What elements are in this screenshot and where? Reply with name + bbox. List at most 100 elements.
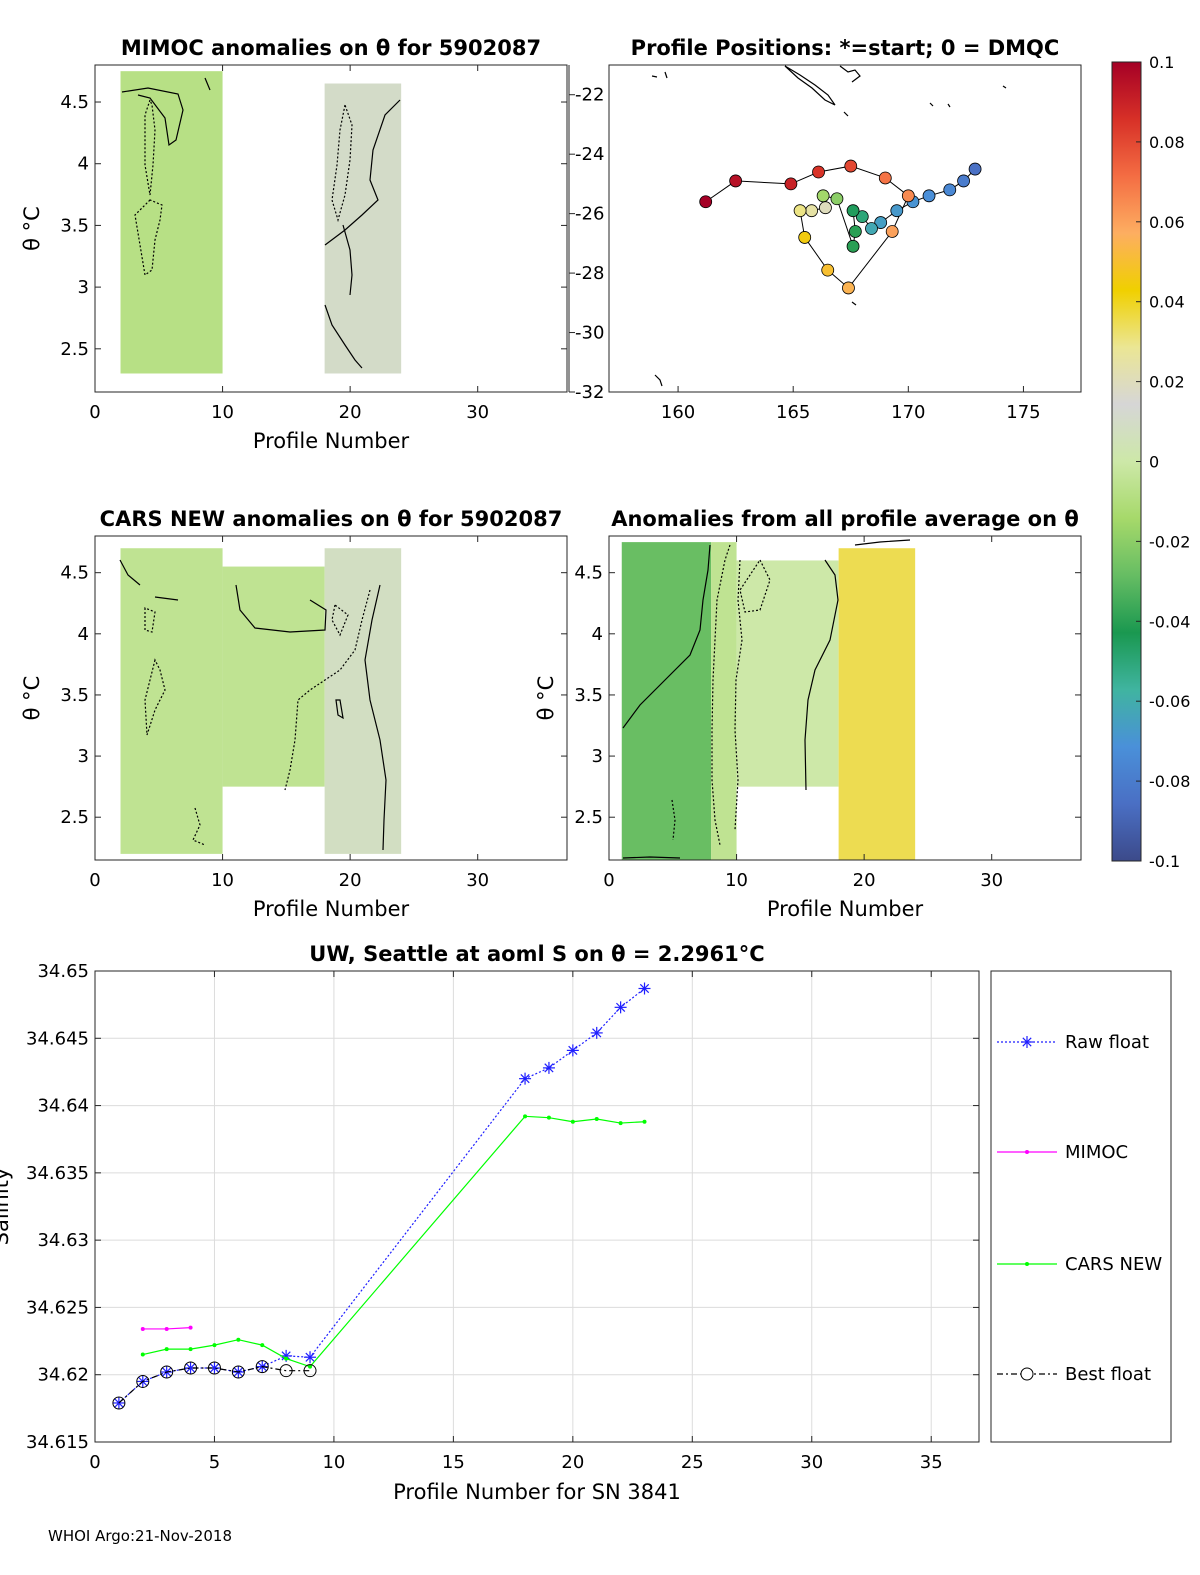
cars-title: CARS NEW anomalies on θ for 5902087 (100, 507, 563, 531)
avg-contour-line (854, 539, 911, 546)
raw-float-point (568, 1045, 578, 1056)
avg-y-tick-label: 2.5 (574, 807, 603, 828)
mimoc-x-tick-label: 20 (339, 402, 362, 423)
positions-y-tick-label: -32 (575, 382, 604, 403)
avg-contour-line (804, 559, 839, 791)
mimoc-xlabel: Profile Number (253, 429, 410, 453)
mimoc-contour-line (342, 224, 353, 296)
legend-label: MIMOC (1065, 1142, 1128, 1163)
cars-contour-line (284, 589, 371, 791)
raw-float-point (520, 1074, 530, 1084)
profile-position-marker (729, 174, 743, 188)
avg-contour-line (622, 856, 681, 859)
cars-y-tick-label: 4.5 (60, 563, 89, 584)
salinity-plot-area (95, 971, 979, 1442)
coastline (784, 65, 836, 106)
coastline (929, 102, 934, 107)
colorbar-tick-label: 0.1 (1149, 53, 1174, 72)
avg-anomaly-cell (621, 542, 712, 860)
legend-swatch-marker (1020, 1367, 1034, 1381)
avg-axes-frame (608, 535, 1082, 861)
series-point-mimoc (188, 1325, 193, 1330)
series-point-cars-new (212, 1343, 217, 1348)
cars-contour-line (119, 559, 141, 586)
colorbar-tick-label: 0 (1149, 453, 1159, 472)
profile-position-marker (848, 225, 862, 238)
profile-position-marker (874, 216, 888, 229)
cars-anomaly-cell (120, 548, 223, 854)
legend-box (990, 970, 1172, 1443)
series-point-cars-new (260, 1343, 265, 1348)
legend-label: CARS NEW (1065, 1254, 1162, 1275)
avg-y-tick-label: 3.5 (574, 685, 603, 706)
avg-x-tick-label: 0 (603, 870, 614, 891)
average-anomaly-panel: 0 10 20 30 2.5 3 3.5 4 4.5 Anomalies from all pro… (534, 507, 1082, 921)
profile-position-marker (855, 210, 869, 224)
cars-x-tick-label: 30 (466, 870, 489, 891)
salinity-x-tick-label: 30 (800, 1452, 823, 1473)
mimoc-x-tick-label: 10 (211, 402, 234, 423)
series-point-mimoc (140, 1326, 145, 1331)
salinity-x-tick-label: 0 (89, 1452, 100, 1473)
mimoc-contour-line (324, 304, 363, 369)
profile-position-marker (943, 183, 957, 197)
coastline (651, 75, 658, 78)
avg-y-tick-label: 4.5 (574, 563, 603, 584)
profile-position-marker (901, 189, 915, 203)
avg-contour-line (734, 559, 743, 831)
salinity-y-tick-label: 34.615 (26, 1432, 89, 1453)
profile-position-marker (878, 171, 892, 185)
profile-position-marker (819, 201, 832, 215)
avg-x-tick-label: 10 (725, 870, 748, 891)
salinity-y-tick-label: 34.62 (37, 1365, 89, 1386)
cars-anomaly-panel: 0 10 20 30 2.5 3 3.5 4 4.5 CARS NEW anomalies on … (20, 507, 568, 921)
colorbar-tick-label: 0.06 (1149, 213, 1185, 232)
series-point-cars-new (618, 1121, 623, 1126)
mimoc-y-tick-label: 3.5 (60, 215, 89, 236)
mimoc-title: MIMOC anomalies on θ for 5902087 (121, 36, 541, 60)
best-float-point (184, 1361, 198, 1375)
legend: Raw float MIMOC CARS NEW Best float (990, 970, 1172, 1443)
best-float-point (279, 1364, 293, 1378)
cars-contour-line (335, 699, 344, 720)
profile-position-marker (844, 159, 858, 173)
colorbar-tick-label: 0.02 (1149, 373, 1185, 392)
profile-position-marker (699, 195, 713, 209)
profile-position-marker (922, 189, 936, 203)
raw-float-point (209, 1363, 220, 1373)
best-float-point (112, 1396, 126, 1410)
salinity-x-tick-label: 35 (920, 1452, 943, 1473)
mimoc-axes-frame (94, 64, 568, 393)
avg-x-tick-label: 30 (980, 870, 1003, 891)
raw-float-point (639, 983, 650, 994)
cars-contour-line (144, 607, 156, 633)
cars-x-tick-label: 20 (339, 870, 362, 891)
best-float-point (136, 1374, 150, 1388)
positions-y-tick-label: -30 (575, 323, 604, 344)
salinity-y-tick-label: 34.65 (37, 961, 89, 982)
raw-float-point (185, 1363, 196, 1373)
positions-y-tick-label: -26 (575, 204, 604, 225)
mimoc-x-tick-label: 30 (466, 402, 489, 423)
cars-y-tick-label: 2.5 (60, 807, 89, 828)
legend-swatch-marker (1022, 1037, 1032, 1047)
profile-position-marker (816, 189, 830, 203)
positions-y-tick-label: -22 (575, 85, 604, 106)
positions-y-tick-label: -24 (575, 144, 604, 165)
series-point-cars-new (284, 1356, 289, 1361)
mimoc-anomaly-panel: 0 10 20 30 2.5 3 3.5 4 4.5 MIMOC anomalies on θ f… (20, 36, 568, 453)
salinity-x-tick-label: 10 (322, 1452, 345, 1473)
raw-float-point (305, 1352, 315, 1362)
profile-position-marker (805, 204, 819, 218)
profile-position-marker (793, 204, 807, 218)
best-float-point (207, 1361, 221, 1375)
avg-y-tick-label: 4 (592, 624, 603, 645)
profile-position-marker (890, 204, 904, 218)
mimoc-ylabel: θ °C (20, 206, 44, 251)
salinity-panel: 0 5 10 15 20 25 30 35 34.615 34.62 34.625 34.63 34.6… (0, 942, 980, 1504)
profile-positions-panel: 160 165 170 175 -22 -24 -26 -28 -30 -32 Profile Po… (568, 36, 1082, 423)
cars-contour-line (154, 596, 179, 601)
legend-label: Best float (1065, 1364, 1151, 1385)
profile-position-marker (846, 239, 860, 253)
series-point-cars-new (546, 1115, 551, 1120)
